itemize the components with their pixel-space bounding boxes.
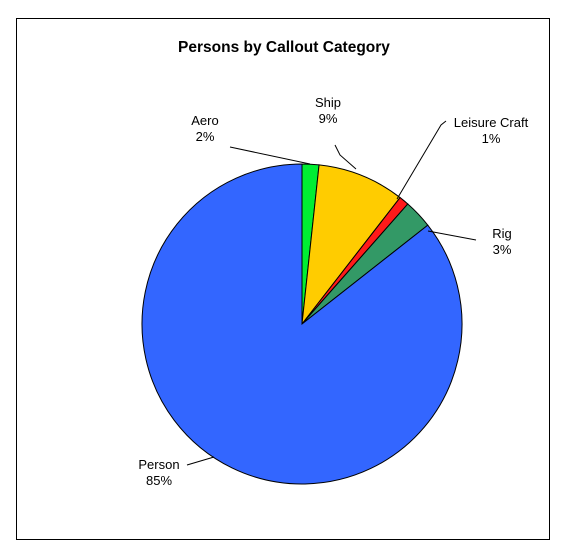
data-label-person-category: Person (138, 457, 179, 472)
data-label-ship-category: Ship (315, 95, 341, 110)
leader-line-aero (229, 146, 311, 165)
leader-line-leisure-craft (396, 120, 447, 200)
pie-slice-person (141, 163, 463, 485)
data-label-leisure-craft-category: Leisure Craft (454, 115, 529, 130)
chart-title: Persons by Callout Category (178, 39, 390, 56)
data-label-aero-percent: 2% (196, 129, 215, 144)
data-label-person: Person 85% (138, 457, 179, 488)
data-label-person-percent: 85% (146, 473, 172, 488)
chart-area: Persons by Callout Category Aero 2% Ship 9%… (16, 18, 550, 540)
data-label-leisure-craft: Leisure Craft 1% (454, 115, 529, 146)
leader-line-rig (427, 230, 477, 241)
data-label-rig-percent: 3% (493, 242, 512, 257)
data-label-rig: Rig 3% (492, 226, 512, 257)
data-label-aero: Aero 2% (191, 113, 218, 144)
data-label-ship-percent: 9% (319, 111, 338, 126)
data-label-rig-category: Rig (492, 226, 512, 241)
data-label-leisure-craft-percent: 1% (482, 131, 501, 146)
leader-line-person (186, 456, 215, 466)
data-label-ship: Ship 9% (315, 95, 341, 126)
pie-chart: Aero 2% Ship 9% Leisure Craft 1% Rig 3% Person 85… (138, 95, 529, 488)
data-label-aero-category: Aero (191, 113, 218, 128)
leader-line-ship (334, 144, 357, 170)
